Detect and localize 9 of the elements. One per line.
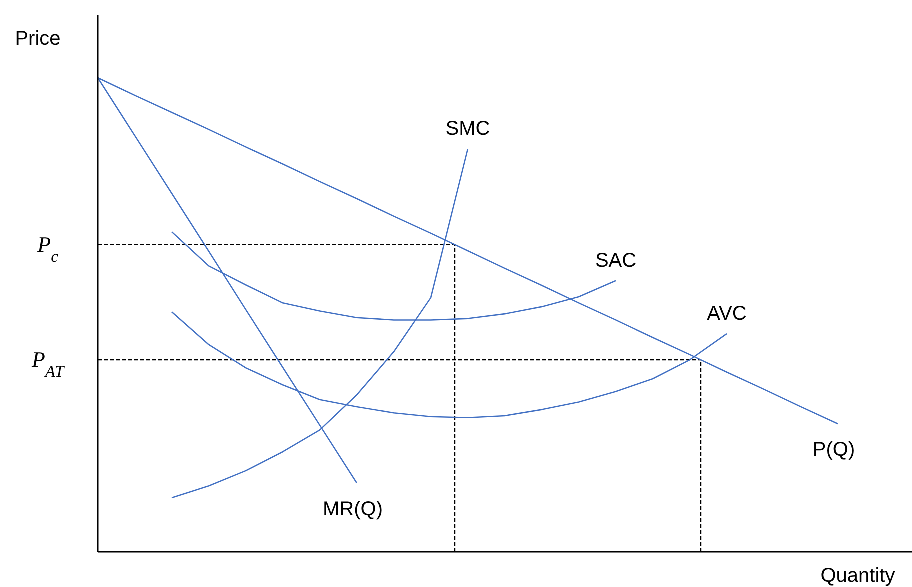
ref-line-label: P$_{AT}$ xyxy=(30,347,66,381)
x-axis-title: Quantity xyxy=(820,565,896,587)
series-label: P(Q) xyxy=(812,439,856,462)
series-label: MR(Q) xyxy=(323,498,383,520)
series-label: SMC xyxy=(446,118,490,140)
ref-line-label: P$_{c}$ xyxy=(36,232,60,266)
series-label: AVC xyxy=(707,302,747,325)
y-axis-title: Price xyxy=(15,28,61,50)
series-label: SAC xyxy=(595,250,637,272)
